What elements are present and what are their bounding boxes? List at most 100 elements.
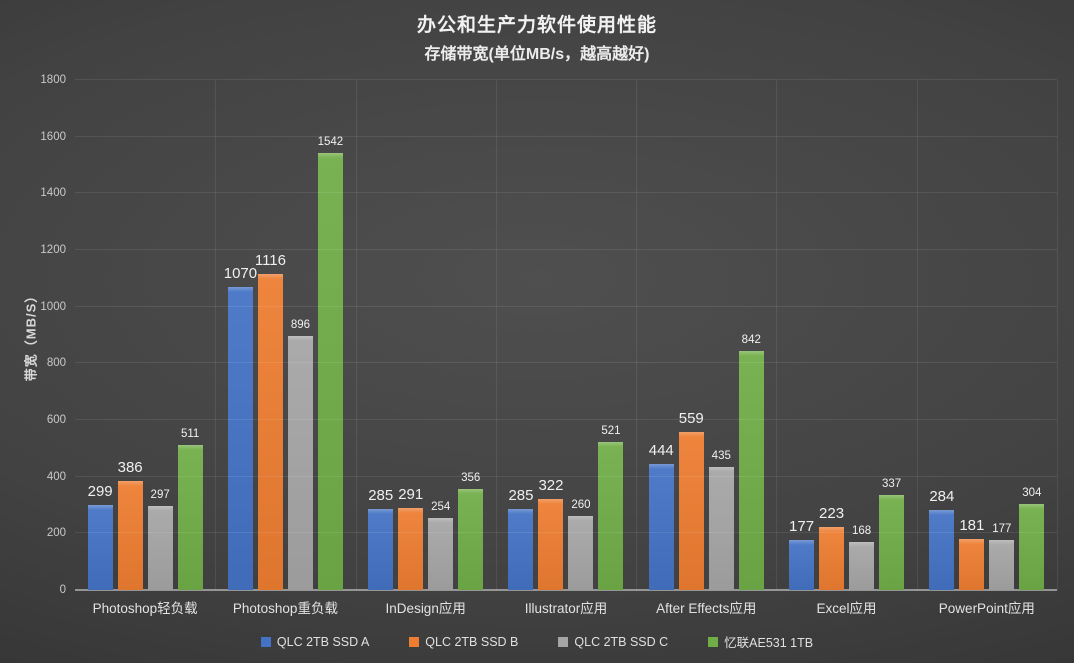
- bar-series2-cat4: [538, 498, 564, 590]
- x-axis-line: [75, 589, 1057, 591]
- legend-label: QLC 2TB SSD C: [574, 634, 669, 649]
- category-separator: [776, 80, 778, 590]
- bar-value-label: 444: [648, 442, 674, 460]
- category-separator: [916, 80, 918, 590]
- category-label-4: Illustrator应用: [524, 601, 608, 616]
- bar-slot: 177: [989, 80, 1015, 590]
- bar-group-6: 177 223 168 337: [776, 80, 916, 590]
- gridline-1600: [75, 135, 1057, 137]
- bar-value-label: 291: [398, 485, 424, 503]
- bar-value-label: 337: [881, 477, 902, 490]
- bar-value-label: 285: [508, 487, 534, 505]
- bar-group-7: 284 181 177 304: [917, 80, 1057, 590]
- bar-series1-cat4: [508, 509, 534, 590]
- bar-slot: 322: [538, 80, 564, 590]
- bar-series1-cat5: [648, 464, 674, 590]
- bar-series4-cat5: [738, 351, 764, 590]
- bar-series1-cat3: [368, 509, 394, 590]
- bar-slot: 177: [789, 80, 814, 590]
- bar-value-label: 223: [819, 504, 845, 522]
- bar-value-label: 304: [1022, 486, 1042, 499]
- bar-value-label: 559: [678, 409, 704, 427]
- bar-series3-cat3: [428, 518, 454, 590]
- bar-series2-cat1: [117, 480, 143, 590]
- gridline-1200: [75, 249, 1057, 250]
- bar-series4-cat4: [598, 442, 624, 590]
- gridline-1400: [75, 192, 1057, 194]
- y-tick-label-1400: 1400: [40, 187, 66, 200]
- category-label-7: PowerPoint应用: [938, 601, 1035, 616]
- bar-slot: 285: [368, 80, 393, 590]
- legend-swatch-icon: [708, 636, 719, 647]
- bar-slot: 337: [879, 80, 905, 590]
- bar-slot: 896: [287, 80, 313, 590]
- bar-value-label: 254: [431, 501, 451, 514]
- gridline-1800: [75, 79, 1057, 80]
- category-label-5: After Effects应用: [656, 601, 757, 616]
- bar-value-label: 435: [711, 449, 731, 462]
- category-axis: Photoshop轻负载 Photoshop重负载 InDesign应用 Illust…: [75, 597, 1057, 617]
- bar-slot: 1542: [318, 80, 343, 590]
- category-separator: [355, 80, 357, 590]
- bar-slot: 444: [649, 80, 674, 590]
- bar-value-label: 1542: [317, 136, 344, 149]
- bar-slot: 291: [398, 80, 423, 590]
- y-tick-label-1000: 1000: [40, 300, 66, 313]
- bar-value-label: 177: [789, 517, 815, 535]
- bar-value-label: 842: [741, 334, 761, 347]
- legend-item-2: QLC 2TB SSD B: [409, 635, 518, 649]
- category-label-3: InDesign应用: [385, 601, 466, 616]
- bar-slot: 356: [458, 80, 484, 590]
- legend: QLC 2TB SSD A QLC 2TB SSD B QLC 2TB SSD C 忆…: [0, 632, 1074, 651]
- gridline-400: [75, 475, 1057, 477]
- bar-slot: 559: [679, 80, 704, 590]
- bar-slot: 1116: [255, 80, 286, 590]
- bar-slot: 254: [428, 80, 454, 590]
- plot-area: 299 386 297 511 1070 1116 896 1542 285 291 254 356 2…: [40, 74, 1058, 596]
- bar-series3-cat7: [989, 539, 1015, 590]
- y-tick-label-1800: 1800: [40, 74, 66, 86]
- bar-series1-cat1: [87, 505, 113, 590]
- bar-series4-cat2: [317, 153, 343, 590]
- y-tick-label-1200: 1200: [40, 244, 66, 256]
- bar-group-3: 285 291 254 356: [356, 80, 496, 590]
- bar-value-label: 1070: [223, 264, 258, 282]
- legend-swatch-icon: [558, 636, 569, 647]
- bar-value-label: 181: [959, 516, 985, 534]
- bar-slot: 285: [508, 80, 534, 590]
- bar-series3-cat4: [568, 516, 594, 590]
- bar-slot: 299: [88, 80, 113, 590]
- legend-label: QLC 2TB SSD A: [276, 634, 370, 649]
- gridline-1000: [75, 305, 1057, 307]
- y-tick-label-800: 800: [46, 357, 66, 370]
- bar-value-label: 511: [180, 428, 200, 441]
- bar-series4-cat3: [458, 489, 484, 590]
- bar-value-label: 285: [368, 487, 394, 505]
- gridline-600: [75, 419, 1057, 420]
- category-label-1: Photoshop轻负载: [92, 601, 198, 616]
- legend-label: 忆联AE531 1TB: [724, 636, 814, 650]
- bar-series3-cat1: [147, 505, 173, 590]
- bar-group-5: 444 559 435 842: [636, 80, 776, 590]
- bar-series4-cat1: [177, 445, 203, 590]
- bar-slot: 511: [177, 80, 203, 590]
- bar-value-label: 284: [929, 487, 955, 505]
- bar-series2-cat7: [959, 538, 985, 590]
- legend-item-4: 忆联AE531 1TB: [708, 632, 813, 651]
- bar-value-label: 297: [150, 488, 170, 501]
- legend-swatch-icon: [260, 636, 271, 647]
- bar-slot: 386: [118, 80, 143, 590]
- bar-group-2: 1070 1116 896 1542: [215, 80, 355, 590]
- bar-group-4: 285 322 260 521: [496, 80, 636, 590]
- bar-value-label: 521: [601, 425, 621, 438]
- y-tick-label-600: 600: [46, 414, 66, 426]
- y-tick-label-1600: 1600: [40, 130, 66, 143]
- chart-subtitle: 存储带宽(单位MB/s，越高越好): [424, 46, 650, 63]
- bar-value-label: 386: [117, 458, 143, 476]
- legend-label: QLC 2TB SSD B: [425, 634, 519, 649]
- bar-slot: 181: [959, 80, 984, 590]
- bar-value-label: 356: [461, 472, 481, 485]
- y-tick-label-0: 0: [59, 584, 66, 596]
- gridline-200: [75, 532, 1057, 534]
- bar-slot: 284: [929, 80, 954, 590]
